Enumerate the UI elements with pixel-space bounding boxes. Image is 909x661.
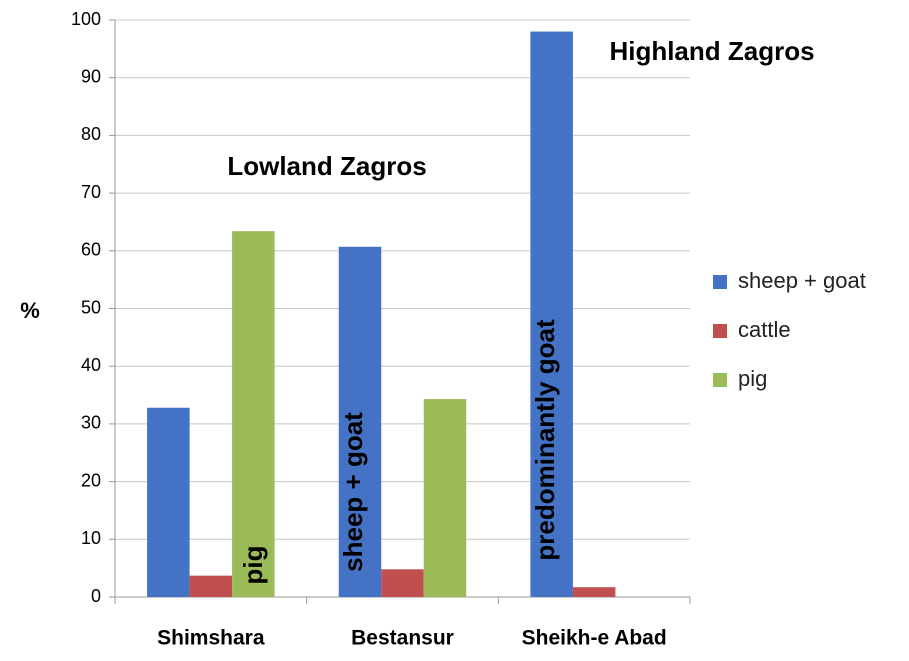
legend-label: cattle [738, 317, 791, 342]
bar [423, 399, 467, 597]
y-tick-label: 60 [81, 240, 101, 260]
legend-label: sheep + goat [738, 268, 866, 293]
annotation: Lowland Zagros [227, 151, 426, 181]
y-tick-label: 20 [81, 470, 101, 490]
bar [381, 569, 424, 597]
legend-swatch [713, 275, 727, 289]
y-tick-label: 80 [81, 124, 101, 144]
bar [530, 31, 573, 598]
annotation: predominantly goat [530, 319, 560, 561]
y-axis-label: % [20, 298, 40, 323]
bar [232, 231, 275, 597]
bar [572, 587, 616, 597]
legend-swatch [713, 324, 727, 338]
x-tick-label: Bestansur [351, 627, 454, 650]
y-tick-label: 40 [81, 355, 101, 375]
y-tick-label: 30 [81, 413, 101, 433]
y-tick-label: 0 [91, 586, 101, 606]
annotation: Highland Zagros [609, 36, 814, 66]
y-tick-label: 90 [81, 66, 101, 86]
bar [338, 246, 382, 598]
y-tick-label: 10 [81, 528, 101, 548]
bar [189, 575, 233, 597]
legend-swatch [713, 373, 727, 387]
annotation: pig [238, 546, 268, 585]
x-tick-label: Shimshara [157, 627, 265, 650]
y-tick-label: 50 [81, 297, 101, 317]
legend-label: pig [738, 366, 767, 391]
bar [147, 407, 190, 597]
y-tick-label: 70 [81, 182, 101, 202]
y-tick-label: 100 [71, 9, 101, 29]
x-tick-label: Sheikh-e Abad [522, 627, 667, 650]
annotation: sheep + goat [338, 412, 368, 572]
